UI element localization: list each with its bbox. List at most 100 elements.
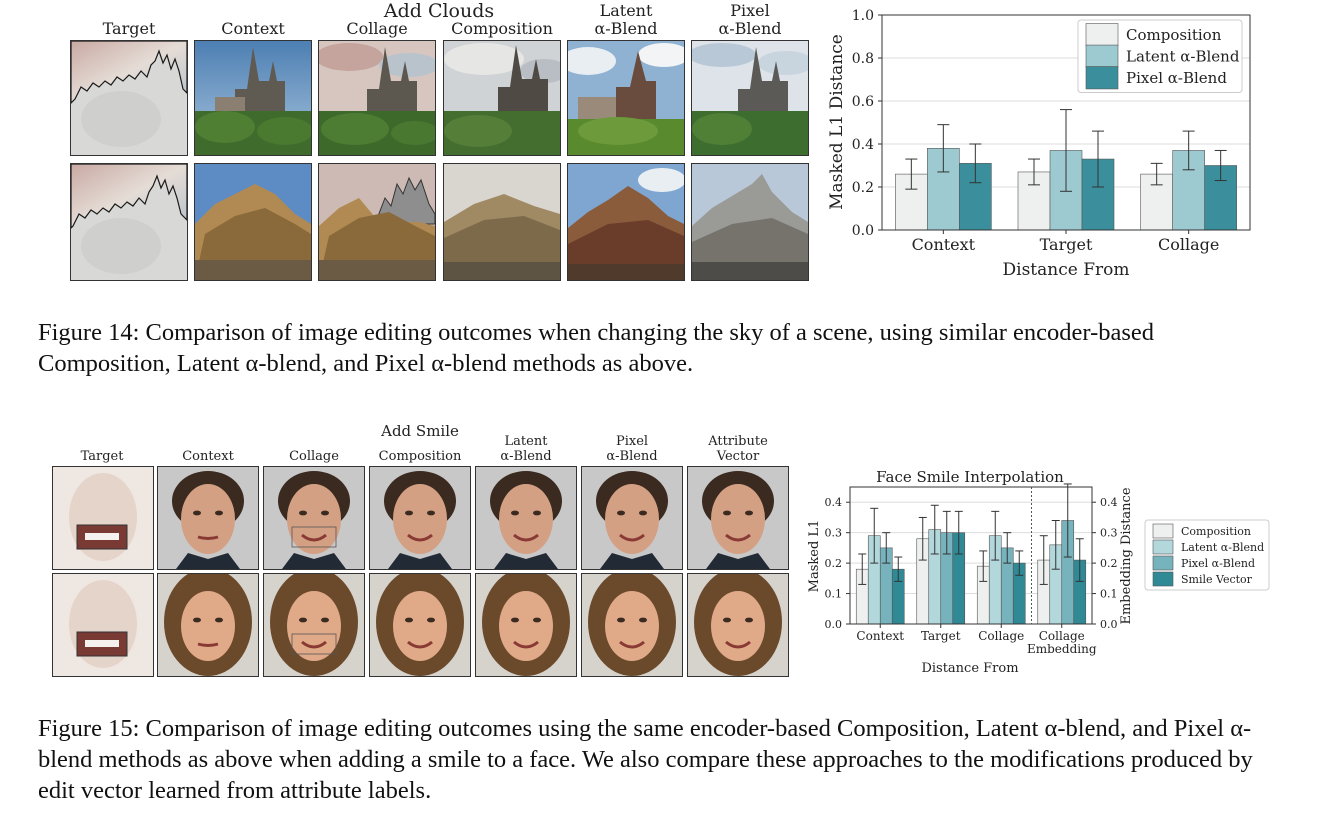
y2-tick-label: 0.2 [1100,557,1118,570]
legend-label: Composition [1181,525,1251,538]
x-tick-label: Target [1040,235,1093,254]
fig14-collage-image-row2 [318,163,436,281]
y2-tick-label: 0.1 [1100,587,1118,600]
fig15-image-r2-c2 [157,573,259,677]
fig15-header-0: Target [80,449,124,464]
fig14-chart-ylabel: Masked L1 Distance [827,34,847,210]
fig15-image-r1-c6 [581,466,683,570]
legend-swatch [1152,571,1174,587]
fig14-target-mask-row2 [70,163,188,281]
fig14-header-5-line1: α-Blend [718,19,782,38]
y-tick-label: 0.8 [852,51,874,67]
fig15-header-5-line0: Pixel [615,434,649,449]
fig14-caption-text: Comparison of image editing outcomes whe… [38,319,1155,377]
fig14-latent-blend-image-row1 [567,40,685,156]
fig14-header-4-line0: Latent [599,1,653,20]
y-tick-label: 0.6 [852,94,874,110]
fig14-composition-image-row2 [443,163,561,281]
fig15-header-5-line1: α-Blend [606,449,658,464]
legend-swatch [1085,66,1119,90]
x-tick-label: Collage [978,629,1024,643]
y-tick-label: 0.4 [825,496,843,509]
fig15-chart-xlabel: Distance From [921,661,1018,676]
fig14-composition-image-row1 [443,40,561,156]
legend-box [1077,19,1243,93]
fig14-header-3: Composition [451,19,553,38]
legend-label: Latent α-Blend [1126,48,1240,66]
legend-swatch [1085,44,1119,68]
fig14-header-2: Collage [346,19,408,38]
fig14-collage-image-row1 [318,40,436,156]
fig15-bar-chart: Face Smile Interpolation 0.0 0.1 0.2 0.3 0.4… [807,468,1270,676]
fig15-image-r1-c3 [263,466,365,570]
x-tick-label: Context [856,629,904,643]
fig15-header-6-line1: Vector [716,449,760,464]
legend-label: Pixel α-Blend [1181,557,1255,570]
fig14-header-0: Target [102,19,156,38]
fig15-image-r1-c2 [157,466,259,570]
legend-label: Composition [1126,26,1222,44]
x-tick-label: Embedding [1027,642,1097,656]
fig15-chart-ylabel: Masked L1 [807,520,822,593]
fig15-image-r2-c1 [52,573,154,677]
fig14-group-title: Add Clouds [383,0,495,22]
fig15-image-r1-c7 [687,466,789,570]
fig14-context-image-row1 [194,40,312,156]
fig15-caption: Figure 15: Comparison of image editing o… [38,713,1290,806]
fig15-header-6-line0: Attribute [708,434,768,449]
fig14-pixel-blend-image-row1 [691,40,809,156]
fig15-chart-title: Face Smile Interpolation [876,468,1064,486]
fig15-image-r2-c4 [369,573,471,677]
fig14-target-mask-row1 [70,40,188,156]
fig15-image-r2-c3 [263,573,365,677]
legend-box [1144,519,1270,591]
fig14-caption: Figure 14: Comparison of image editing o… [38,317,1288,379]
x-tick-label: Collage [1039,629,1085,643]
fig15-caption-label: Figure 15: [38,715,140,742]
fig15-image-r1-c4 [369,466,471,570]
y-tick-label: 0.2 [825,557,843,570]
fig15-image-r1-c1 [52,466,154,570]
plot-frame [849,486,1093,625]
fig15-image-r2-c7 [687,573,789,677]
fig15-header-3: Composition [378,449,462,464]
legend-label: Latent α-Blend [1181,541,1264,554]
y-tick-label: 0.0 [825,618,843,631]
legend-swatch [1152,539,1174,555]
legend-swatch [1085,23,1119,47]
fig15-group-title: Add Smile [381,422,459,440]
fig15-header-2: Collage [289,449,339,464]
y-tick-label: 0.3 [825,527,843,540]
fig15-header-4-line1: α-Blend [500,449,552,464]
fig15-image-r2-c6 [581,573,683,677]
fig15-chart-y2label: Embedding Distance [1119,487,1134,624]
y2-tick-label: 0.0 [1100,618,1118,631]
fig15-caption-text: Comparison of image editing outcomes usi… [38,715,1253,804]
legend-swatch [1152,555,1174,571]
fig15-image-r2-c5 [475,573,577,677]
fig14-latent-blend-image-row2 [567,163,685,281]
x-tick-label: Target [921,629,961,643]
x-tick-label: Collage [1158,235,1219,254]
legend-swatch [1152,523,1174,539]
fig14-header-1: Context [221,19,285,38]
fig14-header-4-line1: α-Blend [594,19,658,38]
fig15-header-4-line0: Latent [504,434,548,449]
legend-label: Pixel α-Blend [1126,69,1227,87]
fig14-bar-chart: 0.0 0.2 0.4 0.6 0.8 1.0 Context Target Collage M… [827,8,1251,280]
fig14-caption-label: Figure 14: [38,319,140,346]
fig14-chart-legend: Composition Latent α-Blend Pixel α-Blend [1077,19,1243,93]
fig14-header-5-line0: Pixel [730,1,770,20]
fig14-chart-xlabel: Distance From [1003,260,1130,280]
fig14-pixel-blend-image-row2 [691,163,809,281]
y2-tick-label: 0.4 [1100,496,1118,509]
y-tick-label: 0.1 [825,587,843,600]
y-tick-label: 0.4 [852,137,874,153]
legend-label: Smile Vector [1181,573,1253,586]
y2-tick-label: 0.3 [1100,527,1118,540]
y-tick-label: 1.0 [852,8,874,24]
fig15-image-r1-c5 [475,466,577,570]
y-tick-label: 0.0 [852,223,874,239]
fig15-header-1: Context [182,449,234,464]
x-tick-label: Context [912,235,976,254]
